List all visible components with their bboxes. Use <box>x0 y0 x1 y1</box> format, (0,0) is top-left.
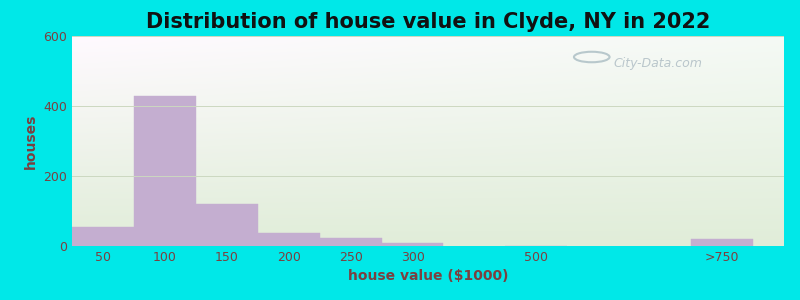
Bar <box>134 95 196 246</box>
Bar <box>382 243 443 246</box>
Bar <box>258 233 320 246</box>
Y-axis label: houses: houses <box>24 113 38 169</box>
Bar <box>320 238 382 246</box>
Text: City-Data.com: City-Data.com <box>613 57 702 70</box>
Bar <box>691 239 753 246</box>
Bar <box>72 227 134 246</box>
Bar <box>196 204 258 246</box>
X-axis label: house value ($1000): house value ($1000) <box>348 269 508 284</box>
Title: Distribution of house value in Clyde, NY in 2022: Distribution of house value in Clyde, NY… <box>146 12 710 32</box>
